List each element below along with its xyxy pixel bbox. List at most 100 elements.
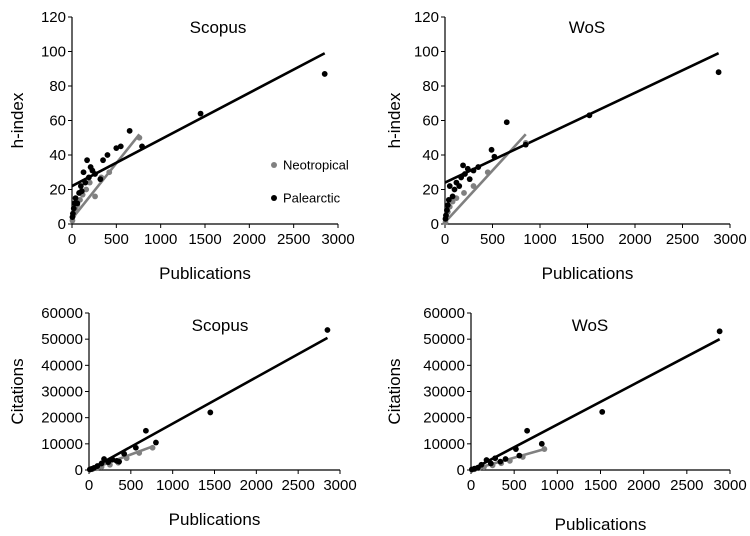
palearctic-point bbox=[464, 165, 471, 172]
palearctic-trend-line bbox=[444, 52, 720, 184]
palearctic-trend-line bbox=[71, 52, 326, 188]
y-tick-label: 0 bbox=[457, 462, 465, 479]
neotropical-point bbox=[86, 179, 93, 186]
palearctic-point bbox=[488, 146, 495, 153]
y-tick-label: 20 bbox=[49, 182, 66, 199]
x-tick-label: 500 bbox=[104, 231, 129, 248]
y-tick-label: 40000 bbox=[423, 357, 465, 374]
y-tick-label: 60 bbox=[49, 113, 66, 130]
neotropical-trend-line bbox=[444, 133, 527, 224]
x-tick-label: 1000 bbox=[144, 231, 177, 248]
palearctic-point bbox=[462, 171, 468, 177]
y-tick-label: 20000 bbox=[41, 410, 83, 427]
palearctic-point bbox=[599, 409, 606, 415]
x-tick-label: 3000 bbox=[323, 477, 356, 494]
chart-title: Scopus bbox=[192, 316, 249, 335]
palearctic-point bbox=[116, 458, 123, 465]
palearctic-point bbox=[483, 457, 490, 463]
y-tick-label: 60 bbox=[422, 113, 439, 130]
palearctic-point bbox=[139, 143, 145, 150]
palearctic-point bbox=[444, 202, 451, 208]
y-tick-label: 60000 bbox=[423, 305, 465, 322]
chart-title: Scopus bbox=[190, 18, 247, 37]
neotropical-point bbox=[461, 190, 467, 196]
palearctic-point bbox=[524, 427, 531, 434]
palearctic-point bbox=[716, 328, 723, 335]
chart-title: WoS bbox=[569, 18, 606, 37]
y-tick-label: 80 bbox=[49, 78, 66, 95]
x-tick-label: 2000 bbox=[240, 477, 273, 494]
neotropical-point bbox=[470, 183, 477, 189]
palearctic-point bbox=[207, 409, 214, 416]
palearctic-point bbox=[456, 183, 463, 189]
palearctic-point bbox=[70, 205, 77, 212]
palearctic-point bbox=[321, 71, 328, 77]
y-tick-label: 60000 bbox=[41, 305, 83, 322]
y-tick-label: 0 bbox=[58, 216, 66, 233]
palearctic-point bbox=[104, 152, 111, 158]
y-tick-label: 10000 bbox=[423, 436, 465, 453]
x-tick-label: 2000 bbox=[233, 231, 266, 248]
neotropical-point bbox=[106, 169, 113, 176]
x-tick-label: 2000 bbox=[618, 231, 651, 248]
palearctic-point bbox=[444, 207, 450, 214]
palearctic-point bbox=[80, 169, 87, 176]
x-tick-label: 1000 bbox=[523, 231, 556, 248]
y-tick-label: 40 bbox=[49, 147, 66, 164]
x-tick-label: 0 bbox=[68, 231, 76, 248]
y-axis-title: h-index bbox=[8, 92, 27, 148]
palearctic-point bbox=[466, 176, 473, 183]
x-tick-label: 0 bbox=[441, 231, 449, 248]
palearctic-point bbox=[101, 456, 107, 462]
x-tick-label: 2500 bbox=[666, 231, 699, 248]
neotropical-point bbox=[136, 450, 143, 456]
y-tick-label: 10000 bbox=[41, 436, 83, 453]
y-tick-label: 20000 bbox=[423, 410, 465, 427]
neotropical-point bbox=[92, 193, 98, 200]
y-tick-label: 40000 bbox=[41, 357, 83, 374]
x-axis-title: Publications bbox=[159, 264, 251, 283]
x-tick-label: 500 bbox=[118, 477, 143, 494]
palearctic-point bbox=[487, 460, 494, 467]
palearctic-point bbox=[324, 327, 331, 333]
x-tick-label: 2500 bbox=[670, 477, 703, 494]
x-tick-label: 3000 bbox=[713, 477, 746, 494]
x-tick-label: 2500 bbox=[281, 477, 314, 494]
palearctic-point bbox=[126, 127, 133, 134]
x-tick-label: 1500 bbox=[584, 477, 617, 494]
y-axis-title: Citations bbox=[385, 358, 404, 424]
palearctic-point bbox=[516, 452, 523, 459]
palearctic-point bbox=[470, 167, 477, 174]
y-tick-label: 50000 bbox=[423, 331, 465, 348]
x-tick-label: 500 bbox=[480, 231, 505, 248]
palearctic-point bbox=[77, 183, 84, 189]
palearctic-point bbox=[446, 183, 453, 189]
y-tick-label: 20 bbox=[422, 182, 439, 199]
palearctic-point bbox=[142, 427, 149, 434]
x-tick-label: 0 bbox=[467, 477, 475, 494]
x-tick-label: 2000 bbox=[627, 477, 660, 494]
y-tick-label: 0 bbox=[75, 462, 83, 479]
palearctic-point bbox=[92, 171, 98, 177]
neotropical-point bbox=[136, 134, 143, 141]
palearctic-point bbox=[197, 110, 204, 117]
y-tick-label: 100 bbox=[41, 44, 66, 61]
palearctic-point bbox=[503, 119, 510, 126]
palearctic-point bbox=[72, 195, 79, 202]
x-tick-label: 1000 bbox=[156, 477, 189, 494]
palearctic-point bbox=[117, 143, 124, 150]
neotropical-point bbox=[149, 444, 156, 451]
palearctic-point bbox=[105, 459, 112, 466]
palearctic-point bbox=[98, 460, 105, 467]
palearctic-point bbox=[522, 141, 529, 148]
palearctic-point bbox=[451, 186, 458, 193]
y-tick-label: 100 bbox=[414, 44, 439, 61]
palearctic-point bbox=[132, 444, 139, 451]
x-axis-title: Publications bbox=[542, 264, 634, 283]
palearctic-point bbox=[82, 179, 89, 186]
palearctic-point bbox=[497, 458, 504, 465]
x-tick-label: 3000 bbox=[321, 231, 354, 248]
palearctic-point bbox=[78, 188, 85, 195]
y-tick-label: 30000 bbox=[41, 384, 83, 401]
neotropical-point bbox=[484, 169, 491, 176]
